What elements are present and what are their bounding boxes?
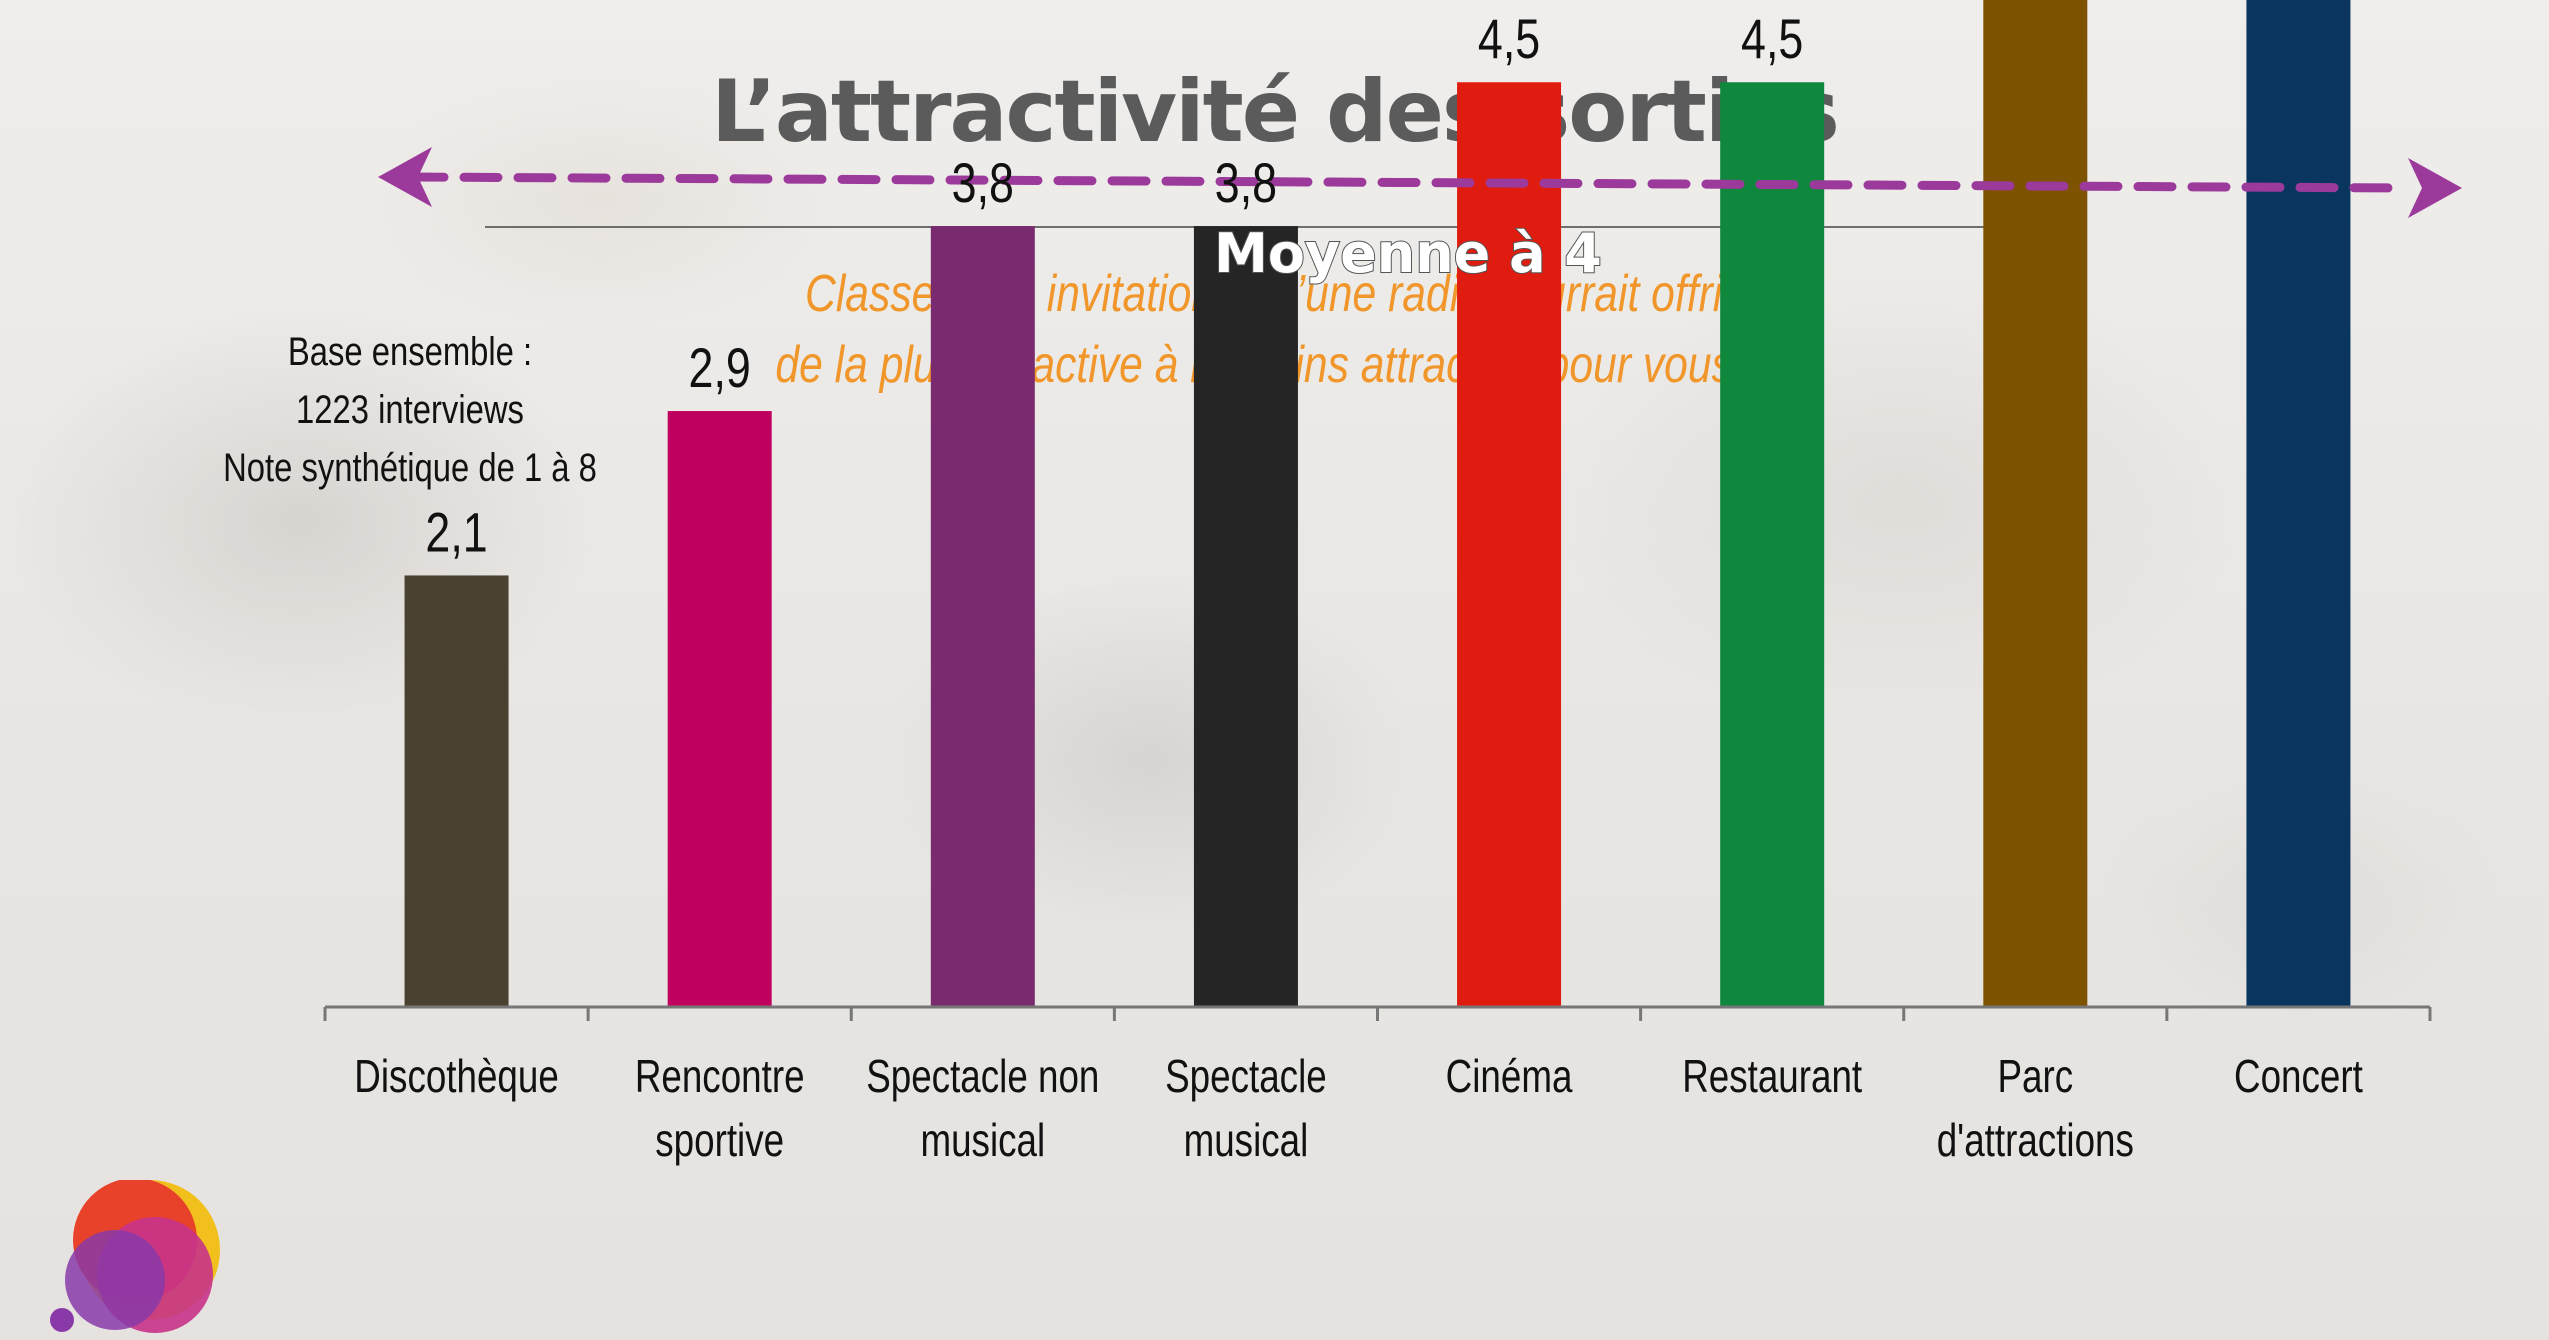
x-tick-label: Discothèque bbox=[354, 1050, 559, 1102]
bar bbox=[2246, 0, 2351, 1008]
x-tick-label: d'attractions bbox=[1937, 1114, 2134, 1166]
average-line bbox=[405, 172, 2410, 193]
bar bbox=[667, 411, 772, 1007]
average-arrow-left bbox=[378, 147, 432, 207]
x-tick-label: Parc bbox=[1997, 1050, 2073, 1102]
x-tick-label: musical bbox=[920, 1114, 1045, 1166]
x-tick-label: Restaurant bbox=[1682, 1050, 1862, 1102]
x-tick-label: musical bbox=[1184, 1114, 1309, 1166]
brand-logo bbox=[50, 1180, 220, 1333]
data-label: 4,5 bbox=[1478, 7, 1540, 70]
data-label: 2,9 bbox=[689, 336, 751, 399]
bar bbox=[1983, 0, 2088, 1007]
bar bbox=[404, 575, 509, 1007]
x-tick-label: Spectacle bbox=[1165, 1050, 1327, 1102]
data-label: 2,1 bbox=[425, 501, 487, 564]
x-tick-label: Rencontre bbox=[635, 1050, 805, 1102]
bar bbox=[1720, 82, 1825, 1007]
data-label: 3,8 bbox=[952, 151, 1014, 214]
data-label: 3,8 bbox=[1215, 151, 1277, 214]
bar bbox=[930, 226, 1035, 1008]
x-tick-label: Cinéma bbox=[1446, 1050, 1574, 1102]
x-tick-label: Spectacle non bbox=[866, 1050, 1099, 1102]
average-arrow-right bbox=[2408, 158, 2462, 218]
x-tick-label: Concert bbox=[2234, 1050, 2363, 1102]
bar bbox=[1457, 82, 1562, 1007]
average-label: Moyenne à 4 bbox=[1214, 222, 1602, 285]
base-note-line-2: 1223 interviews bbox=[296, 388, 524, 432]
data-label: 4,5 bbox=[1741, 7, 1803, 70]
bar bbox=[1193, 226, 1298, 1008]
page-title: L’attractivité des sorties bbox=[711, 62, 1840, 162]
base-note-line-1: Base ensemble : bbox=[287, 330, 533, 374]
base-note-line-3: Note synthétique de 1 à 8 bbox=[223, 446, 597, 490]
x-tick-label: sportive bbox=[655, 1114, 784, 1166]
